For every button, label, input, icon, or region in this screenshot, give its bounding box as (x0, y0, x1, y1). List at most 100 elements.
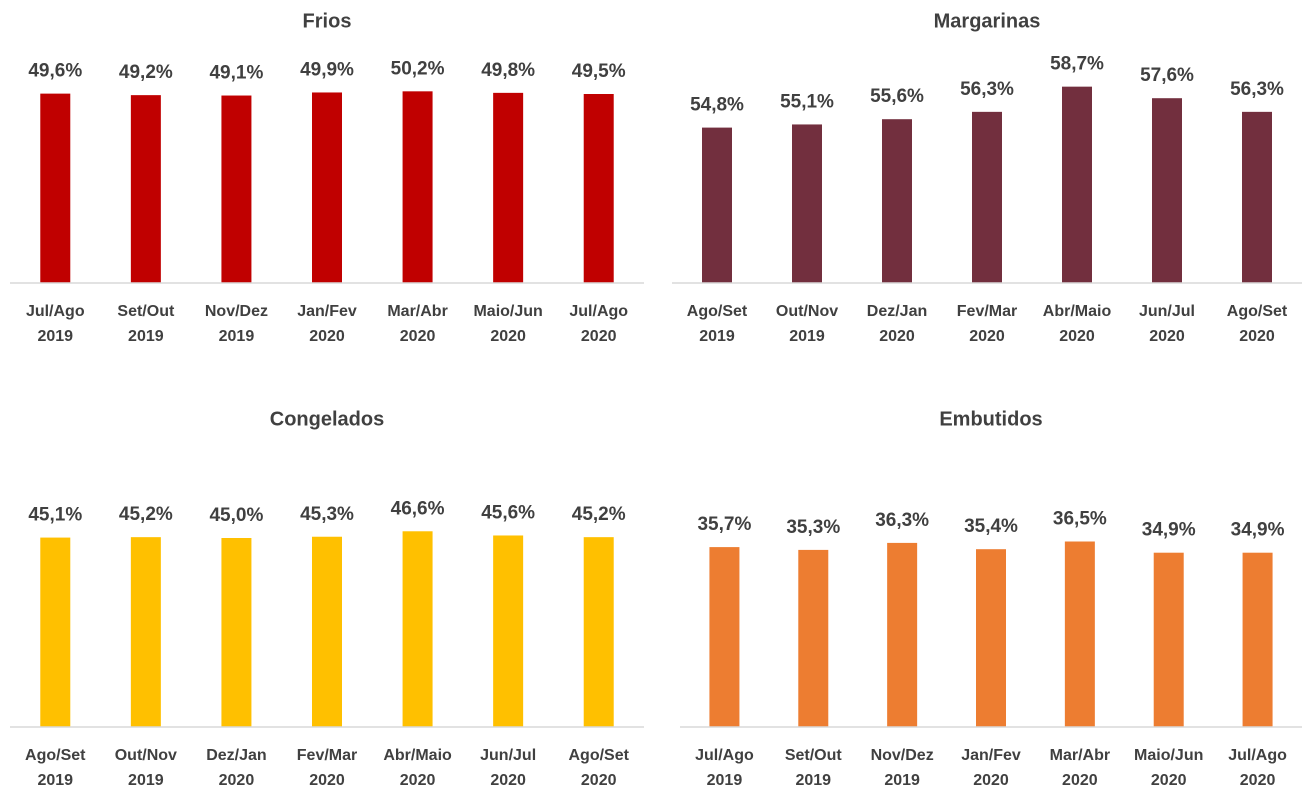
x-tick-label: 2020 (219, 772, 255, 789)
x-tick-label: Nov/Dez (871, 747, 934, 764)
x-tick-label: 2020 (969, 328, 1005, 345)
data-label: 49,6% (28, 61, 82, 82)
x-tick-label: Jan/Fev (961, 747, 1021, 764)
x-tick-label: Jun/Jul (1139, 303, 1195, 320)
x-tick-label: 2020 (581, 328, 617, 345)
x-tick-label: Abr/Maio (1043, 303, 1112, 320)
x-tick-label: 2019 (699, 328, 735, 345)
bar (792, 124, 822, 283)
bar (976, 549, 1006, 727)
data-label: 35,4% (964, 516, 1018, 537)
bar (1062, 86, 1092, 284)
bar (493, 92, 524, 283)
bar (1242, 111, 1272, 283)
data-label: 54,8% (690, 95, 744, 116)
bar (709, 547, 740, 727)
x-tick-label: 2020 (490, 328, 526, 345)
data-label: 45,1% (28, 505, 82, 526)
data-label: 57,6% (1140, 65, 1194, 86)
data-label: 45,3% (300, 504, 354, 525)
x-tick-label: Jul/Ago (569, 303, 628, 320)
bar (402, 91, 433, 283)
data-label: 34,9% (1142, 520, 1196, 541)
x-tick-label: Ago/Set (687, 303, 748, 320)
x-tick-label: 2019 (37, 328, 73, 345)
bar (402, 531, 433, 727)
x-tick-label: Mar/Abr (1050, 747, 1110, 764)
bar (583, 94, 614, 283)
data-label: 56,3% (1230, 79, 1284, 100)
x-tick-label: Mar/Abr (387, 303, 447, 320)
x-tick-label: Out/Nov (776, 303, 838, 320)
x-tick-label: Dez/Jan (867, 303, 927, 320)
data-label: 45,6% (481, 502, 535, 523)
bar (312, 92, 342, 284)
x-tick-label: Fev/Mar (957, 303, 1017, 320)
x-tick-label: Ago/Set (1227, 303, 1288, 320)
x-tick-label: Abr/Maio (383, 747, 452, 764)
x-tick-label: Set/Out (785, 747, 843, 764)
x-tick-label: Ago/Set (568, 747, 629, 764)
bar (1242, 552, 1273, 727)
x-tick-label: 2019 (795, 772, 831, 789)
x-tick-label: 2019 (789, 328, 825, 345)
x-tick-label: 2019 (128, 328, 164, 345)
x-tick-label: 2020 (581, 772, 617, 789)
data-label: 55,6% (870, 86, 924, 107)
bar (1152, 98, 1182, 283)
data-label: 56,3% (960, 79, 1014, 100)
x-tick-label: 2020 (309, 328, 345, 345)
x-tick-label: 2020 (1240, 772, 1276, 789)
x-tick-label: 2020 (1151, 772, 1187, 789)
x-tick-label: Out/Nov (115, 747, 177, 764)
x-tick-label: Maio/Jun (1134, 747, 1203, 764)
x-tick-label: 2020 (309, 772, 345, 789)
data-label: 49,9% (300, 59, 354, 80)
chart-title: Congelados (270, 408, 384, 430)
data-label: 46,6% (391, 498, 445, 519)
chart-title: Embutidos (939, 408, 1042, 430)
x-tick-label: 2020 (1149, 328, 1185, 345)
data-label: 49,2% (119, 62, 173, 83)
x-tick-label: 2019 (219, 328, 255, 345)
data-label: 36,3% (875, 510, 929, 531)
data-label: 50,2% (391, 58, 445, 79)
chart-title: Margarinas (934, 10, 1041, 32)
x-tick-label: 2019 (128, 772, 164, 789)
data-label: 35,7% (697, 514, 751, 535)
x-tick-label: Jul/Ago (1228, 747, 1287, 764)
bar (887, 542, 918, 727)
x-tick-label: 2020 (1059, 328, 1095, 345)
x-tick-label: 2020 (400, 772, 436, 789)
bar (130, 95, 161, 284)
bar (40, 93, 71, 283)
data-label: 49,8% (481, 60, 535, 81)
x-tick-label: 2020 (1239, 328, 1275, 345)
data-label: 34,9% (1231, 520, 1285, 541)
bar (221, 95, 252, 283)
data-label: 45,2% (119, 504, 173, 525)
data-label: 45,0% (209, 505, 263, 526)
x-tick-label: Ago/Set (25, 747, 86, 764)
x-tick-label: Dez/Jan (206, 747, 266, 764)
x-tick-label: 2019 (884, 772, 920, 789)
bar (882, 119, 912, 283)
x-tick-label: Fev/Mar (297, 747, 357, 764)
bar (493, 535, 524, 727)
x-tick-label: 2020 (1062, 772, 1098, 789)
bar (1153, 552, 1184, 727)
x-tick-label: 2019 (707, 772, 743, 789)
data-label: 36,5% (1053, 509, 1107, 530)
x-tick-label: 2019 (37, 772, 73, 789)
bar (583, 537, 614, 727)
bar (130, 537, 161, 727)
x-tick-label: Set/Out (117, 303, 175, 320)
bar (798, 549, 829, 727)
x-tick-label: 2020 (400, 328, 436, 345)
x-tick-label: Jun/Jul (480, 747, 536, 764)
bar (972, 111, 1002, 283)
x-tick-label: Nov/Dez (205, 303, 268, 320)
data-label: 35,3% (786, 517, 840, 538)
